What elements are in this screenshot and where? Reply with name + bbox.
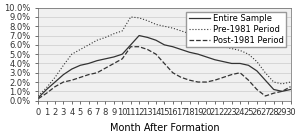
Entire Sample bbox=[213, 59, 217, 61]
Post-1981 Period bbox=[213, 79, 217, 81]
Entire Sample bbox=[112, 56, 116, 58]
Entire Sample bbox=[221, 61, 225, 62]
Line: Entire Sample: Entire Sample bbox=[38, 36, 290, 98]
Pre-1981 Period bbox=[45, 87, 48, 89]
Post-1981 Period bbox=[163, 63, 166, 64]
Post-1981 Period bbox=[104, 67, 107, 69]
Post-1981 Period bbox=[53, 86, 57, 88]
Entire Sample bbox=[188, 52, 191, 53]
Entire Sample bbox=[78, 65, 82, 66]
Post-1981 Period bbox=[230, 74, 233, 75]
Entire Sample bbox=[205, 56, 208, 58]
Pre-1981 Period bbox=[146, 20, 149, 22]
Post-1981 Period bbox=[188, 79, 191, 81]
Post-1981 Period bbox=[255, 89, 259, 90]
Pre-1981 Period bbox=[95, 39, 99, 41]
Post-1981 Period bbox=[205, 81, 208, 83]
Post-1981 Period bbox=[272, 92, 275, 94]
Entire Sample bbox=[87, 63, 90, 64]
Pre-1981 Period bbox=[121, 30, 124, 32]
Post-1981 Period bbox=[280, 91, 284, 92]
Pre-1981 Period bbox=[154, 24, 158, 25]
Pre-1981 Period bbox=[129, 16, 133, 18]
Pre-1981 Period bbox=[221, 46, 225, 48]
Post-1981 Period bbox=[70, 79, 74, 81]
Post-1981 Period bbox=[61, 81, 65, 83]
Entire Sample bbox=[61, 74, 65, 75]
Legend: Entire Sample, Pre-1981 Period, Post-1981 Period: Entire Sample, Pre-1981 Period, Post-198… bbox=[186, 12, 286, 47]
Pre-1981 Period bbox=[78, 49, 82, 50]
Post-1981 Period bbox=[221, 77, 225, 78]
Entire Sample bbox=[196, 53, 200, 55]
Pre-1981 Period bbox=[263, 72, 267, 74]
Entire Sample bbox=[45, 89, 48, 90]
Post-1981 Period bbox=[95, 72, 99, 74]
Entire Sample bbox=[95, 60, 99, 62]
X-axis label: Month After Formation: Month After Formation bbox=[110, 123, 219, 133]
Post-1981 Period bbox=[87, 74, 90, 75]
Pre-1981 Period bbox=[61, 65, 65, 66]
Pre-1981 Period bbox=[163, 25, 166, 27]
Entire Sample bbox=[289, 89, 292, 90]
Post-1981 Period bbox=[154, 53, 158, 55]
Post-1981 Period bbox=[263, 95, 267, 97]
Post-1981 Period bbox=[146, 49, 149, 50]
Pre-1981 Period bbox=[255, 61, 259, 62]
Pre-1981 Period bbox=[137, 17, 141, 19]
Pre-1981 Period bbox=[196, 37, 200, 38]
Post-1981 Period bbox=[137, 46, 141, 48]
Entire Sample bbox=[36, 97, 40, 99]
Post-1981 Period bbox=[45, 92, 48, 94]
Pre-1981 Period bbox=[112, 33, 116, 35]
Post-1981 Period bbox=[179, 77, 183, 78]
Post-1981 Period bbox=[129, 46, 133, 48]
Entire Sample bbox=[53, 81, 57, 83]
Pre-1981 Period bbox=[87, 44, 90, 46]
Pre-1981 Period bbox=[53, 77, 57, 78]
Line: Pre-1981 Period: Pre-1981 Period bbox=[38, 17, 290, 96]
Pre-1981 Period bbox=[171, 27, 175, 29]
Post-1981 Period bbox=[78, 77, 82, 78]
Post-1981 Period bbox=[112, 63, 116, 64]
Entire Sample bbox=[121, 53, 124, 55]
Pre-1981 Period bbox=[104, 37, 107, 38]
Entire Sample bbox=[255, 70, 259, 72]
Line: Post-1981 Period: Post-1981 Period bbox=[38, 47, 290, 99]
Pre-1981 Period bbox=[289, 81, 292, 83]
Pre-1981 Period bbox=[247, 53, 250, 55]
Pre-1981 Period bbox=[205, 40, 208, 42]
Post-1981 Period bbox=[36, 98, 40, 100]
Post-1981 Period bbox=[171, 72, 175, 74]
Entire Sample bbox=[238, 63, 242, 64]
Entire Sample bbox=[137, 35, 141, 36]
Entire Sample bbox=[280, 91, 284, 92]
Pre-1981 Period bbox=[280, 83, 284, 85]
Pre-1981 Period bbox=[36, 95, 40, 97]
Entire Sample bbox=[179, 49, 183, 50]
Pre-1981 Period bbox=[272, 81, 275, 83]
Entire Sample bbox=[163, 44, 166, 46]
Entire Sample bbox=[171, 46, 175, 48]
Pre-1981 Period bbox=[213, 42, 217, 44]
Pre-1981 Period bbox=[188, 33, 191, 35]
Post-1981 Period bbox=[196, 81, 200, 83]
Post-1981 Period bbox=[289, 86, 292, 88]
Pre-1981 Period bbox=[238, 50, 242, 51]
Post-1981 Period bbox=[247, 79, 250, 81]
Pre-1981 Period bbox=[179, 30, 183, 32]
Entire Sample bbox=[70, 68, 74, 70]
Entire Sample bbox=[146, 37, 149, 38]
Post-1981 Period bbox=[238, 72, 242, 74]
Entire Sample bbox=[272, 89, 275, 90]
Entire Sample bbox=[129, 44, 133, 46]
Post-1981 Period bbox=[121, 58, 124, 60]
Entire Sample bbox=[247, 65, 250, 66]
Pre-1981 Period bbox=[70, 53, 74, 55]
Entire Sample bbox=[263, 79, 267, 81]
Entire Sample bbox=[154, 39, 158, 41]
Entire Sample bbox=[104, 58, 107, 60]
Entire Sample bbox=[230, 63, 233, 64]
Pre-1981 Period bbox=[230, 48, 233, 49]
